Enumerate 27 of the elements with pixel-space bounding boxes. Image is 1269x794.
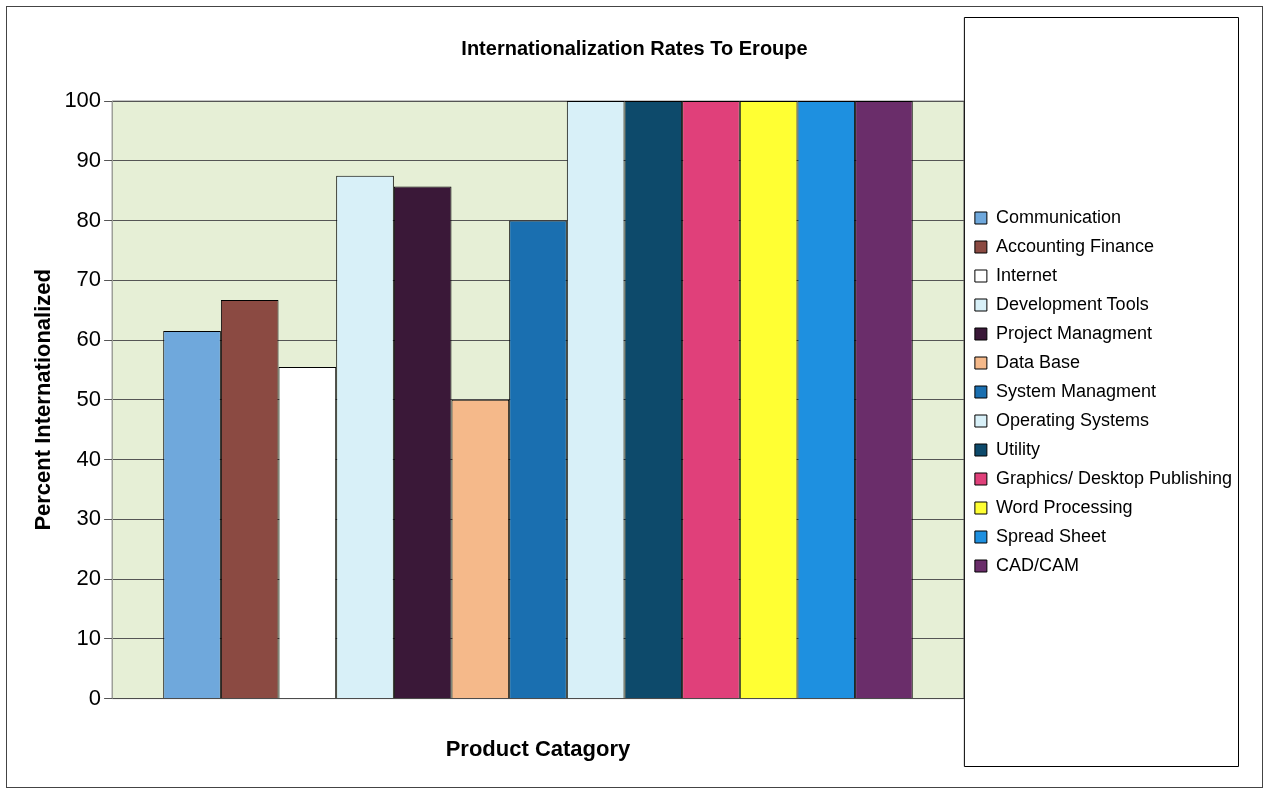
y-tick-label: 40 — [76, 445, 102, 471]
legend-label: Spread Sheet — [995, 525, 1106, 546]
y-tick-label: 20 — [76, 565, 102, 591]
y-tick-label: 70 — [76, 266, 102, 292]
legend-label: Operating Systems — [995, 409, 1149, 430]
x-axis-title: Product Catagory — [445, 735, 632, 761]
y-tick-label: 50 — [76, 385, 102, 411]
legend-label: Utility — [995, 438, 1040, 459]
y-tick-label: 30 — [76, 505, 102, 531]
y-tick-label: 0 — [88, 684, 102, 710]
legend-label: Development Tools — [995, 293, 1149, 314]
legend-label: System Managment — [995, 380, 1156, 401]
y-axis-title: Percent Internationalized — [30, 268, 56, 531]
legend-label: Internet — [995, 264, 1057, 285]
y-tick-label: 100 — [64, 87, 102, 113]
legend-label: Communication — [995, 206, 1121, 227]
legend-label: Accounting Finance — [995, 235, 1154, 256]
y-tick-label: 80 — [76, 206, 102, 232]
legend-label: CAD/CAM — [995, 554, 1079, 575]
y-tick-label: 10 — [76, 624, 102, 650]
legend-label: Data Base — [995, 351, 1080, 372]
chart-title: Internationalization Rates To Eroupe — [461, 36, 808, 59]
y-tick-label: 90 — [76, 146, 102, 172]
legend-label: Word Processing — [995, 496, 1133, 517]
legend-label: Project Managment — [995, 322, 1152, 343]
y-tick-label: 60 — [76, 326, 102, 352]
legend-label: Graphics/ Desktop Publishing — [995, 467, 1233, 488]
